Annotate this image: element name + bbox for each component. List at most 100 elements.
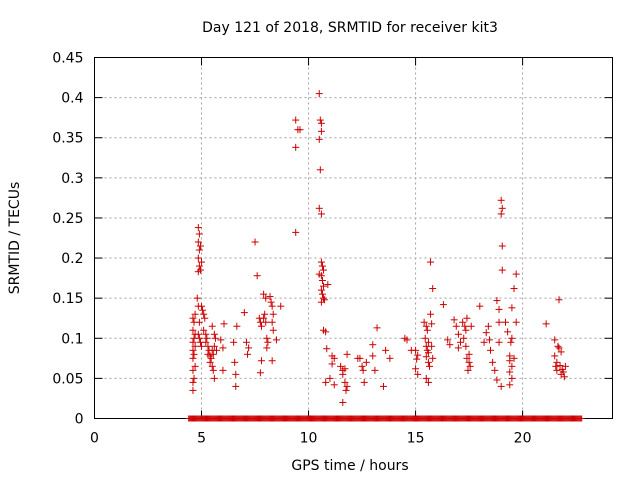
- data-point: [217, 336, 225, 344]
- data-point: [263, 344, 271, 352]
- data-point: [219, 366, 227, 374]
- y-tick-label: 0: [75, 412, 84, 428]
- data-point: [542, 320, 550, 328]
- data-point: [414, 351, 422, 359]
- data-point: [194, 224, 202, 232]
- data-point: [189, 354, 197, 362]
- data-point: [466, 362, 474, 370]
- data-point: [484, 322, 492, 330]
- data-point: [194, 238, 202, 246]
- y-tick-label: 0.25: [52, 211, 83, 227]
- data-point: [461, 322, 469, 330]
- y-tick-label: 0.4: [61, 91, 83, 107]
- data-point: [495, 318, 503, 326]
- data-point: [369, 341, 377, 349]
- data-point: [464, 366, 472, 374]
- x-tick-label: 15: [407, 431, 425, 447]
- x-tick-label: 5: [197, 431, 206, 447]
- data-point: [198, 342, 206, 350]
- data-point: [452, 322, 460, 330]
- data-point: [195, 334, 203, 342]
- data-point: [200, 326, 208, 334]
- data-point: [463, 314, 471, 322]
- data-point: [232, 382, 240, 390]
- data-point: [403, 336, 411, 344]
- data-point: [257, 322, 265, 330]
- data-point: [318, 290, 326, 298]
- data-point: [386, 354, 394, 362]
- data-point: [315, 135, 323, 143]
- y-axis-label: SRMTID / TECUs: [7, 182, 23, 295]
- data-point: [316, 166, 324, 174]
- data-point: [424, 338, 432, 346]
- data-point: [371, 366, 379, 374]
- data-point: [330, 381, 338, 389]
- data-point: [493, 297, 501, 305]
- data-point: [231, 358, 239, 366]
- data-point: [210, 342, 218, 350]
- data-point: [428, 320, 436, 328]
- data-point: [439, 301, 447, 309]
- data-point: [193, 294, 201, 302]
- data-point: [323, 345, 331, 353]
- data-point: [414, 370, 422, 378]
- data-point: [251, 238, 259, 246]
- data-point: [559, 368, 567, 376]
- data-point: [554, 342, 562, 350]
- data-point: [220, 320, 228, 328]
- data-point: [330, 354, 338, 362]
- data-point: [507, 338, 515, 346]
- data-point: [429, 354, 437, 362]
- data-point: [508, 304, 516, 312]
- data-point: [315, 90, 323, 98]
- data-point: [320, 282, 328, 290]
- data-point: [382, 346, 390, 354]
- data-point: [213, 346, 221, 354]
- data-point: [191, 310, 199, 318]
- data-point: [506, 368, 514, 376]
- data-point: [261, 310, 269, 318]
- data-point: [360, 378, 368, 386]
- data-point: [498, 204, 506, 212]
- x-axis-ticks: 0 5 10 15 20: [90, 57, 532, 447]
- data-point: [256, 369, 264, 377]
- data-point: [207, 354, 215, 362]
- data-point: [260, 314, 268, 322]
- data-point: [423, 326, 431, 334]
- data-point: [240, 309, 248, 317]
- data-point: [412, 365, 420, 373]
- data-point: [189, 386, 197, 394]
- data-point: [424, 349, 432, 357]
- data-point: [412, 346, 420, 354]
- plot-frame: [94, 57, 613, 419]
- data-point: [413, 355, 421, 363]
- data-point: [429, 285, 437, 293]
- data-point: [424, 358, 432, 366]
- baseline-point: [578, 415, 585, 422]
- data-point: [263, 334, 271, 342]
- data-point: [194, 254, 202, 262]
- data-point: [491, 366, 499, 374]
- data-point: [485, 336, 493, 344]
- data-point: [194, 268, 202, 276]
- data-point: [358, 362, 366, 370]
- data-point: [262, 318, 270, 326]
- data-point: [210, 330, 218, 338]
- data-point: [244, 350, 252, 358]
- data-point: [316, 116, 324, 124]
- data-point: [555, 344, 563, 352]
- data-point: [427, 258, 435, 266]
- data-point: [476, 302, 484, 310]
- data-point: [210, 374, 218, 382]
- data-point: [262, 294, 270, 302]
- data-point: [209, 366, 217, 374]
- data-point: [292, 228, 300, 236]
- data-point: [195, 230, 203, 238]
- data-point: [489, 358, 497, 366]
- data-point: [204, 342, 212, 350]
- data-point: [343, 350, 351, 358]
- data-point: [245, 344, 253, 352]
- data-point: [211, 334, 219, 342]
- data-point: [553, 366, 561, 374]
- data-point: [506, 357, 514, 365]
